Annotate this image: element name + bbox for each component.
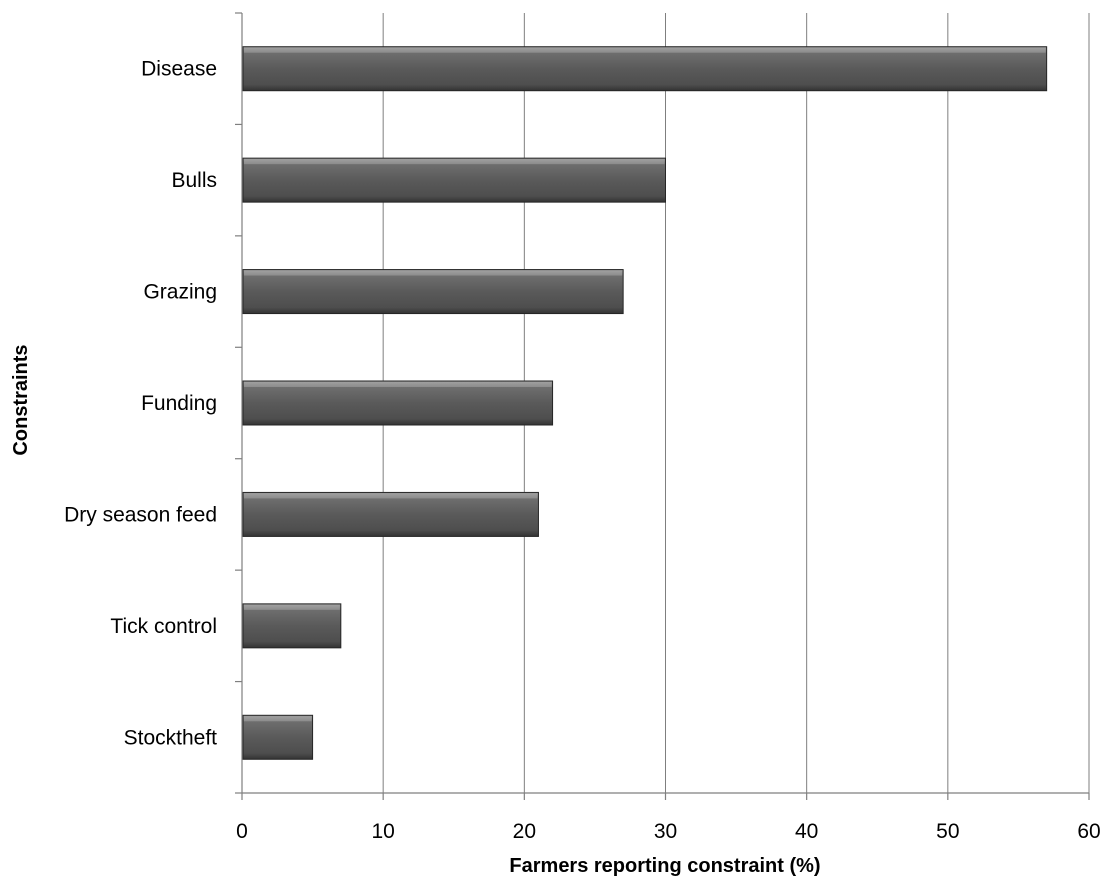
bar-highlight-dry-season-feed [244, 493, 538, 499]
category-label-funding: Funding [141, 392, 217, 415]
category-label-disease: Disease [141, 58, 217, 81]
bar-highlight-bulls [244, 159, 665, 165]
y-axis-title: Constraints [10, 344, 32, 455]
gridlines [382, 13, 1090, 793]
bar-bulls [242, 157, 666, 203]
x-tick-label-50: 50 [936, 820, 959, 843]
category-label-tick-control: Tick control [110, 615, 217, 638]
x-tick-label-10: 10 [371, 820, 394, 843]
axes [235, 12, 1090, 800]
bars [242, 46, 1048, 760]
bar-highlight-grazing [244, 270, 623, 276]
bar-stocktheft [242, 714, 314, 760]
bar-highlight-funding [244, 382, 552, 387]
bar-highlight-stocktheft [244, 716, 312, 722]
category-label-grazing: Grazing [143, 281, 217, 304]
bar-funding [242, 380, 554, 426]
tick-labels: 0 10 20 30 40 50 60 Disease Bulls Grazing Funding D… [64, 58, 1101, 843]
x-tick-label-30: 30 [654, 820, 677, 843]
x-tick-label-20: 20 [513, 820, 536, 843]
x-tick-label-60: 60 [1077, 820, 1100, 843]
category-label-stocktheft: Stocktheft [124, 726, 218, 749]
bar-highlight-disease [244, 47, 1046, 53]
bar-tick-control [242, 603, 342, 649]
bar-disease [242, 46, 1048, 92]
x-axis-title: Farmers reporting constraint (%) [509, 855, 820, 877]
bar-dry-season-feed [242, 491, 539, 537]
category-label-bulls: Bulls [171, 169, 217, 192]
bar-grazing [242, 269, 624, 315]
category-label-dry-season-feed: Dry season feed [64, 503, 217, 526]
bar-highlight-tick-control [244, 604, 340, 610]
x-tick-label-40: 40 [795, 820, 818, 843]
x-tick-label-0: 0 [236, 820, 248, 843]
